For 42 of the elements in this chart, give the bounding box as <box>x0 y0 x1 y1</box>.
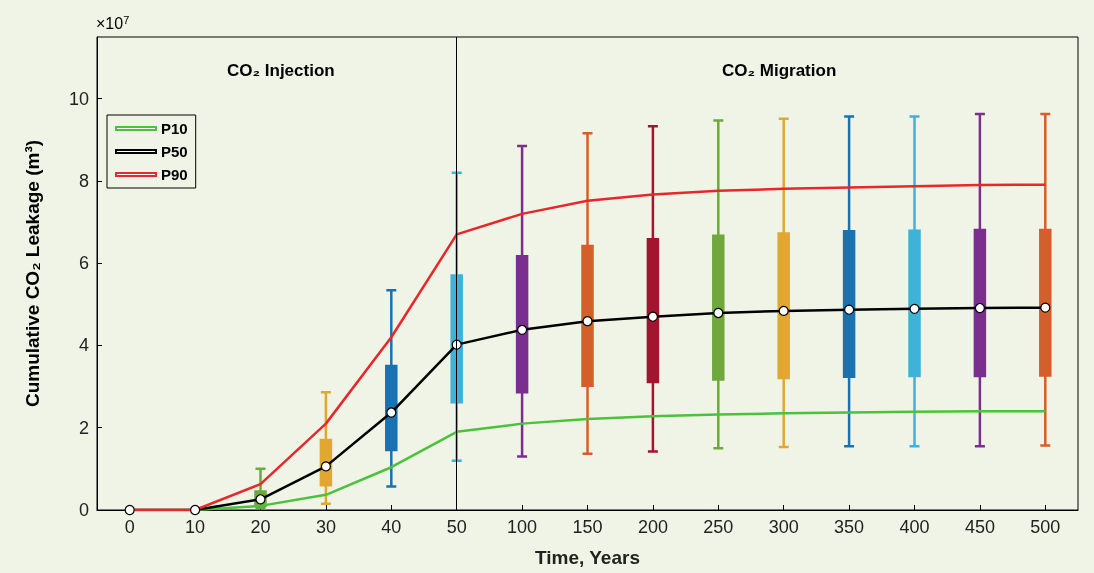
x-tick-label: 10 <box>185 517 206 537</box>
x-tick-label: 450 <box>964 517 995 537</box>
point <box>386 407 397 418</box>
x-tick-label: 300 <box>768 517 799 537</box>
point <box>255 494 266 505</box>
x-tick-label: 500 <box>1030 517 1061 537</box>
legend-label: P90 <box>161 166 188 183</box>
point <box>1040 302 1051 313</box>
point <box>713 307 724 319</box>
x-tick-label: 50 <box>446 517 467 537</box>
x-tick-label: 0 <box>124 517 135 537</box>
x-tick-label: 150 <box>572 517 603 537</box>
annotation: CO₂ Injection <box>227 61 335 80</box>
point <box>647 311 658 322</box>
y-tick-label: 6 <box>78 253 89 274</box>
point <box>320 461 331 472</box>
y-tick-label: 2 <box>78 417 89 438</box>
point <box>124 504 135 516</box>
x-tick-label: 350 <box>834 517 865 537</box>
annotation: CO₂ Migration <box>722 61 837 80</box>
x-tick-label: 200 <box>637 517 668 537</box>
point <box>517 324 528 335</box>
x-tick-label: 40 <box>381 517 402 537</box>
y-tick-label: 0 <box>78 500 89 520</box>
point <box>190 504 201 516</box>
point <box>582 316 593 327</box>
y-axis-title: Cumulative CO₂ Leakage (m³) <box>22 139 43 408</box>
x-tick-label: 400 <box>899 517 930 537</box>
point <box>778 305 789 317</box>
legend-label: P50 <box>161 143 188 160</box>
legend-label: P10 <box>161 120 188 137</box>
x-tick-label: 20 <box>250 517 271 537</box>
point <box>974 302 985 314</box>
x-tick-label: 30 <box>315 517 336 537</box>
x-tick-label: 100 <box>507 517 538 537</box>
y-tick-label: 8 <box>78 170 89 191</box>
point <box>909 303 920 314</box>
x-tick-label: 250 <box>703 517 734 537</box>
y-tick-label: 10 <box>68 88 89 109</box>
x-axis-title: Time, Years <box>535 547 640 568</box>
point <box>844 304 855 315</box>
y-tick-label: 4 <box>78 335 89 356</box>
